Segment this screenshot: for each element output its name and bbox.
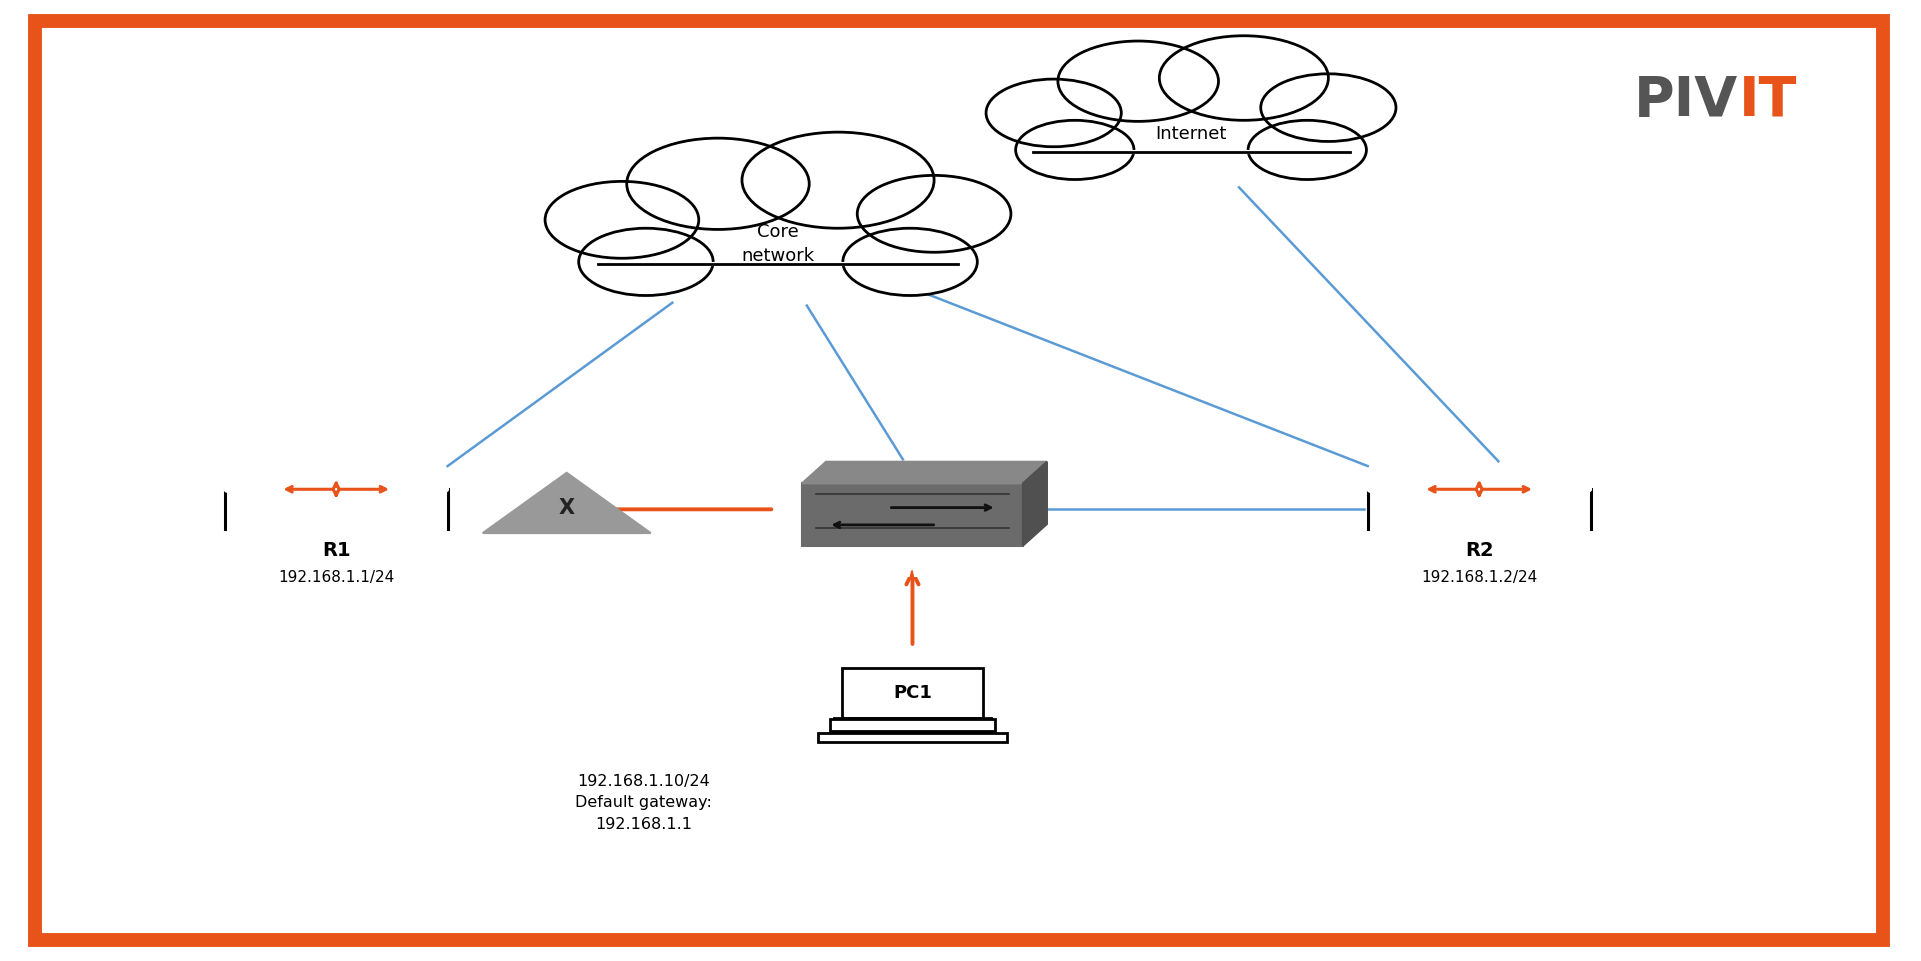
- Circle shape: [857, 175, 1010, 252]
- Circle shape: [626, 138, 809, 230]
- Polygon shape: [803, 462, 1047, 483]
- Text: R1: R1: [323, 541, 350, 560]
- Text: 192.168.1.2/24: 192.168.1.2/24: [1422, 570, 1537, 584]
- Text: R2: R2: [1466, 541, 1493, 560]
- Text: Core
network: Core network: [742, 223, 815, 264]
- Circle shape: [742, 132, 934, 228]
- Text: PIV: PIV: [1635, 74, 1739, 128]
- Circle shape: [578, 228, 713, 295]
- Circle shape: [1016, 120, 1133, 180]
- Ellipse shape: [225, 519, 448, 540]
- Text: X: X: [559, 498, 574, 518]
- Bar: [830, 719, 995, 731]
- Text: IT: IT: [1739, 74, 1796, 128]
- Text: Internet: Internet: [1155, 125, 1228, 143]
- Ellipse shape: [1028, 84, 1354, 163]
- Circle shape: [546, 182, 699, 259]
- Polygon shape: [1022, 462, 1047, 546]
- Polygon shape: [803, 483, 1022, 546]
- Ellipse shape: [225, 479, 448, 500]
- Bar: [841, 668, 984, 718]
- Ellipse shape: [1368, 479, 1591, 500]
- Text: PC1: PC1: [893, 683, 932, 702]
- Text: 192.168.1.10/24
Default gateway:
192.168.1.1: 192.168.1.10/24 Default gateway: 192.168…: [574, 774, 713, 832]
- Circle shape: [1158, 36, 1329, 120]
- Polygon shape: [482, 473, 651, 533]
- Bar: [818, 733, 1007, 742]
- Bar: [1368, 489, 1591, 530]
- Circle shape: [985, 79, 1122, 147]
- Circle shape: [1249, 120, 1366, 180]
- Circle shape: [1058, 41, 1218, 121]
- Bar: [225, 489, 448, 530]
- Ellipse shape: [1368, 519, 1591, 540]
- Text: 192.168.1.1/24: 192.168.1.1/24: [279, 570, 394, 584]
- Circle shape: [1260, 74, 1397, 141]
- Text: SW1: SW1: [889, 563, 936, 581]
- Circle shape: [843, 228, 978, 295]
- Ellipse shape: [592, 186, 964, 277]
